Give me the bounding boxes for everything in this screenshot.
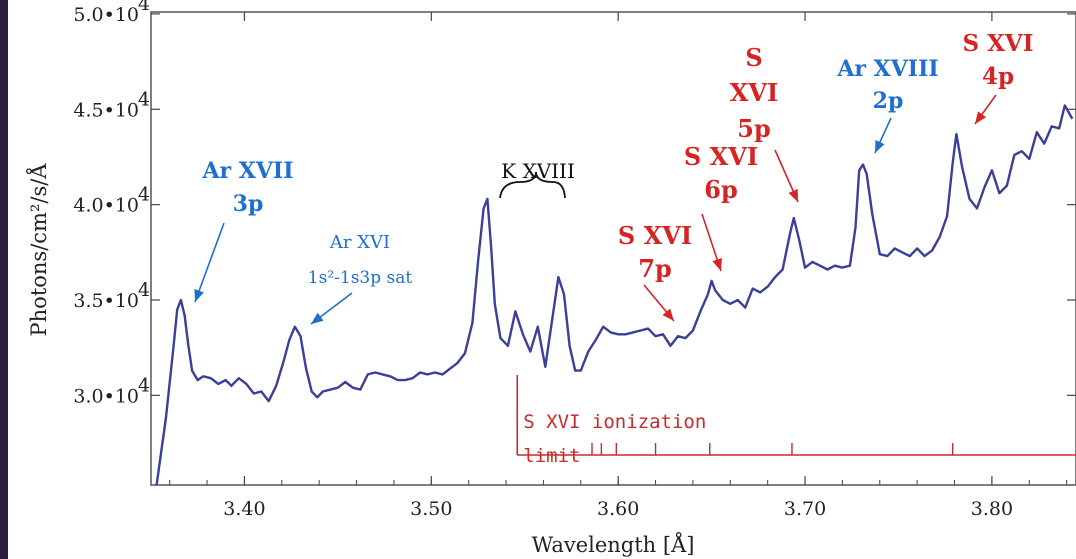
annotation-label: Ar XVII [201,158,293,184]
y-tick-exponent: 4 [138,88,150,110]
annotation-label: 1s²-1s3p sat [308,268,413,288]
ionization-label-line1: S XVI ionization [523,411,706,433]
y-tick-label: 4.0•10 [73,195,139,217]
annotation-arrow-head [662,308,674,321]
x-tick-label: 3.60 [597,498,639,520]
y-tick-exponent: 4 [138,279,150,301]
annotation-arrow-head [788,189,798,202]
annotation-label: S XVI [684,142,758,171]
annotation-label: 6p [704,175,737,204]
annotation-label: 5p [737,114,770,143]
annotation-label: S XVI [618,221,692,250]
y-tick-exponent: 4 [138,184,150,206]
annotation-arrow-shaft [194,222,225,303]
figure-frame: 3.40 3.50 3.60 3.70 3.80 3.0•10 4 3.5•10 4 4.0•10… [8,0,1076,559]
x-axis-label: Wavelength [Å] [532,532,695,557]
x-tick-label: 3.40 [223,498,265,520]
annotation-label: 4p [982,63,1014,90]
annotation-label: 7p [638,254,671,283]
y-tick-label: 3.0•10 [73,385,139,407]
annotation-arrow-head [975,111,987,124]
x-tick-label: 3.50 [410,498,452,520]
spectrum-chart: 3.40 3.50 3.60 3.70 3.803.0•1043.5•1044.0•10… [26,0,1076,557]
x-tick-label: 3.70 [784,498,826,520]
annotation-label: K XVIII [501,159,575,183]
annotation-label: XVI [730,78,778,107]
y-axis-label: Photons/cm²/s/Å [26,163,51,337]
ionization-label-line2: limit [523,445,580,467]
annotation-arrow-head [712,258,722,271]
x-tick-label: 3.80 [971,498,1013,520]
y-tick-label: 3.5•10 [73,290,139,312]
annotation-label: Ar XVI [329,232,390,253]
annotation-label: S XVI [962,30,1033,57]
annotation-label: 2p [873,88,904,114]
spectrum-line [155,104,1074,486]
annotation-label: Ar XVIII [836,56,938,82]
y-tick-label: 4.5•10 [73,99,139,121]
annotation-arrow-head [311,312,324,324]
plot-area-border [150,11,1076,486]
y-tick-exponent: 4 [138,0,150,15]
y-tick-label: 5.0•10 [73,4,139,26]
annotation-arrow-head [875,140,885,153]
annotation-arrow-head [194,289,204,302]
annotation-label: 3p [233,191,264,217]
k-xviii-brace [499,171,566,199]
y-tick-exponent: 4 [138,374,150,396]
annotation-label: S [745,43,762,72]
